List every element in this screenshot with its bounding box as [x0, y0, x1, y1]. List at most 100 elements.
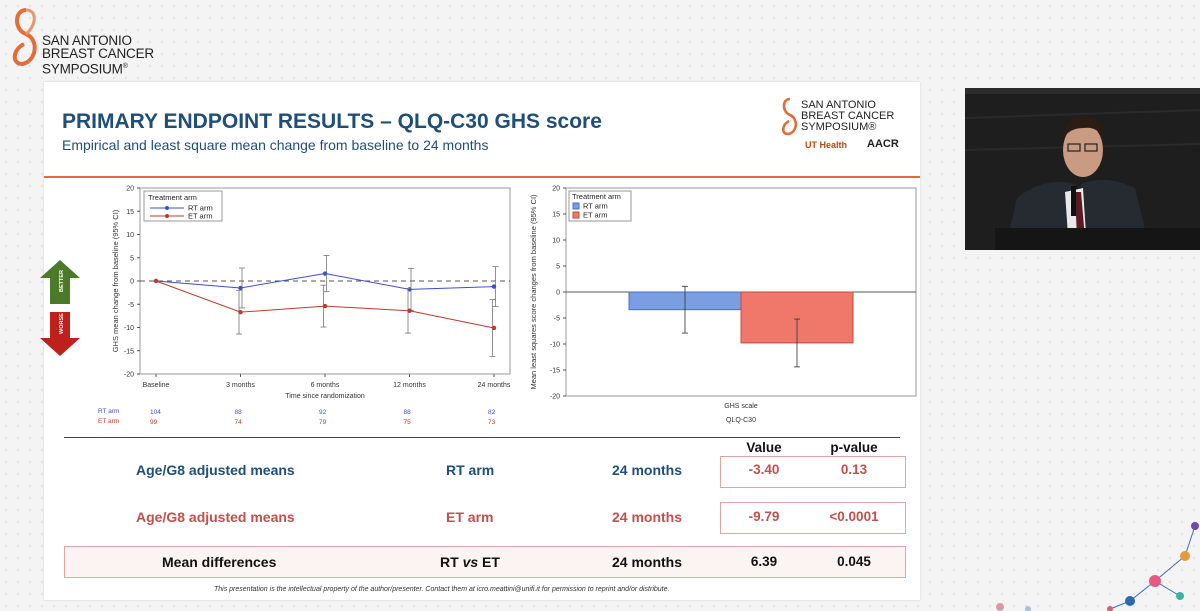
- logo-line1: SAN ANTONIO: [42, 33, 132, 48]
- y-tick-label: -20: [550, 394, 560, 401]
- presentation-slide: PRIMARY ENDPOINT RESULTS – QLQ-C30 GHS s…: [40, 82, 920, 600]
- data-point: [322, 271, 328, 276]
- copyright-footer: This presentation is the intellectual pr…: [214, 586, 670, 593]
- logo-line3: SYMPOSIUM: [42, 61, 123, 77]
- y-tick-label: 10: [552, 238, 560, 245]
- y-tick-label: 20: [126, 186, 134, 193]
- rt-count: 88: [403, 409, 411, 416]
- rt-count: 92: [319, 409, 327, 416]
- row-et-label: Age/G8 adjusted means: [136, 509, 295, 525]
- et-count: 74: [234, 419, 242, 426]
- mean-difference-box: [64, 546, 906, 578]
- y-axis-label: GHS mean change from baseline (95% CI): [111, 209, 120, 352]
- slide-symposium-logo: SAN ANTONIO BREAST CANCER SYMPOSIUM® UT …: [779, 94, 914, 174]
- symposium-logo: SAN ANTONIO BREAST CANCER SYMPOSIUM®: [6, 4, 156, 80]
- x-tick-label: 24 months: [478, 382, 511, 389]
- data-point: [322, 303, 328, 309]
- row-rt-label: Age/G8 adjusted means: [136, 462, 295, 478]
- row-et-arm: ET arm: [446, 509, 494, 525]
- y-tick-label: 0: [556, 290, 560, 297]
- pvalue-header: p-value: [830, 440, 878, 455]
- logo-ribbon-icon: [12, 8, 37, 67]
- legend-marker: [165, 214, 169, 218]
- row-diff-label: Mean differences: [162, 554, 277, 570]
- legend-swatch: [572, 202, 580, 210]
- legend-label: ET arm: [583, 211, 607, 220]
- slide-logo-line3: SYMPOSIUM®: [801, 121, 877, 133]
- row-diff-time: 24 months: [612, 554, 683, 570]
- rt-count: 104: [150, 409, 161, 416]
- slide-title: PRIMARY ENDPOINT RESULTS – QLQ-C30 GHS s…: [62, 110, 602, 133]
- y-tick-label: 15: [126, 209, 134, 216]
- y-axis-label: Mean least squares score changes from ba…: [529, 194, 538, 390]
- speaker-video: [965, 88, 1200, 250]
- x-axis-label: QLQ-C30: [726, 417, 756, 424]
- value-header: Value: [746, 440, 782, 455]
- data-point: [407, 308, 412, 313]
- title-divider: [44, 176, 920, 178]
- legend-marker: [165, 206, 169, 210]
- line-chart: -20 -15 -10 -5 0 5 10 15 20 Baseline 3 months 6 mon…: [111, 186, 511, 401]
- logo-line2: BREAST CANCER: [42, 46, 154, 61]
- x-axis-label: Time since randomization: [285, 393, 365, 400]
- better-label: BETTER: [59, 270, 65, 292]
- data-point: [238, 309, 243, 315]
- data-point: [491, 284, 497, 289]
- legend-label: ET arm: [188, 212, 212, 221]
- et-count: 99: [150, 419, 158, 426]
- row-rt-time: 24 months: [612, 462, 683, 478]
- et-count-label: ET arm: [98, 418, 120, 425]
- y-tick-label: 5: [130, 255, 134, 262]
- et-count: 73: [488, 419, 496, 426]
- rt-result-box: [720, 456, 906, 488]
- y-tick-label: -10: [124, 325, 134, 332]
- y-tick-label: 10: [126, 232, 134, 239]
- slide-logo-line2: BREAST CANCER: [801, 110, 895, 122]
- row-rt-value: -3.40: [748, 462, 780, 477]
- legend-label: RT arm: [188, 204, 213, 213]
- et-count: 75: [403, 419, 411, 426]
- better-worse-arrows: BETTER WORSE: [40, 260, 80, 356]
- slide-logo-ribbon-icon: [781, 97, 798, 136]
- y-tick-label: 20: [552, 186, 560, 193]
- y-tick-label: 15: [552, 212, 560, 219]
- slide-logo-line1: SAN ANTONIO: [801, 99, 876, 111]
- y-tick-label: 0: [130, 279, 134, 286]
- rt-count: 88: [234, 409, 242, 416]
- legend-label: RT arm: [583, 202, 608, 211]
- legend-swatch: [572, 211, 580, 219]
- ut-health-logo: UT Health: [805, 140, 848, 150]
- y-tick-label: -5: [554, 316, 560, 323]
- better-arrow-icon: [40, 260, 80, 304]
- x-tick-label: Baseline: [143, 382, 170, 389]
- row-diff-arms: RT vs ET: [440, 554, 500, 570]
- y-tick-label: -5: [128, 302, 134, 309]
- row-et-value: -9.79: [748, 509, 780, 524]
- et-count: 79: [319, 419, 327, 426]
- decorative-network-graphic: [996, 522, 1199, 611]
- worse-arrow-icon: [40, 312, 80, 356]
- y-tick-label: -10: [550, 342, 560, 349]
- row-et-time: 24 months: [612, 509, 683, 525]
- row-et-pvalue: <0.0001: [829, 509, 879, 524]
- x-tick-label: 12 months: [393, 382, 426, 389]
- speaker-image: [965, 88, 1200, 250]
- legend-title: Treatment arm: [148, 193, 197, 202]
- et-result-box: [720, 502, 906, 534]
- rt-count: 82: [488, 409, 496, 416]
- y-tick-label: -20: [124, 372, 134, 379]
- table-top-rule: [64, 437, 900, 438]
- worse-label: WORSE: [59, 313, 65, 334]
- row-diff-pvalue: 0.045: [837, 554, 871, 569]
- x-tick-label: 6 months: [311, 382, 340, 389]
- row-diff-value: 6.39: [750, 554, 778, 569]
- row-rt-arm: RT arm: [446, 462, 495, 478]
- row-rt-pvalue: 0.13: [840, 462, 868, 477]
- x-tick-label: 3 months: [226, 382, 255, 389]
- row-diff-arm-b: ET: [482, 554, 500, 570]
- slide-subtitle: Empirical and least square mean change f…: [62, 137, 489, 153]
- y-tick-label: -15: [550, 368, 560, 375]
- bar-chart: -20 -15 -10 -5 0 5 10 15 20 GHS scale QLQ-C30 Mean …: [529, 186, 917, 424]
- row-diff-arm-a: RT: [440, 554, 459, 570]
- legend-title: Treatment arm: [572, 192, 621, 201]
